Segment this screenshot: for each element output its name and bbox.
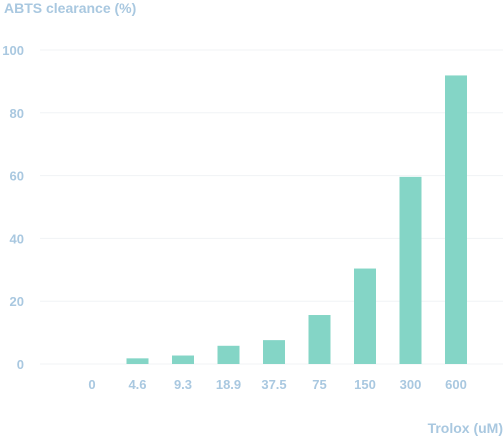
x-tick-labels: 0 4.6 9.3 18.9 37.5 75 150 300 600: [88, 377, 466, 392]
x-tick-label: 4.6: [128, 377, 146, 392]
x-tick-label: 18.9: [216, 377, 241, 392]
bar-150: [354, 268, 376, 364]
bar-300: [399, 176, 422, 364]
y-tick-label: 60: [10, 169, 24, 184]
x-tick-label: 150: [354, 377, 376, 392]
gridlines: [40, 49, 503, 365]
bar-4.6: [126, 358, 149, 364]
x-tick-label: 37.5: [261, 377, 286, 392]
y-tick-label: 0: [17, 357, 24, 372]
bar-9.3: [172, 355, 194, 364]
x-tick-label: 75: [312, 377, 326, 392]
x-axis-label: Trolox (uM): [427, 420, 503, 436]
y-axis-label: ABTS clearance (%): [4, 0, 137, 16]
y-tick-label: 40: [10, 231, 24, 246]
x-tick-label: 9.3: [174, 377, 192, 392]
y-tick-labels: 0 20 40 60 80 100: [2, 43, 24, 372]
y-tick-label: 20: [10, 294, 24, 309]
x-tick-label: 300: [400, 377, 422, 392]
bar-37.5: [263, 340, 285, 364]
y-tick-label: 80: [10, 106, 24, 121]
x-tick-label: 600: [445, 377, 467, 392]
bars: [126, 75, 467, 365]
bar-18.9: [217, 345, 240, 364]
bar-600: [445, 75, 467, 365]
x-tick-label: 0: [88, 377, 95, 392]
bar-75: [308, 315, 331, 364]
y-tick-label: 100: [2, 43, 24, 58]
